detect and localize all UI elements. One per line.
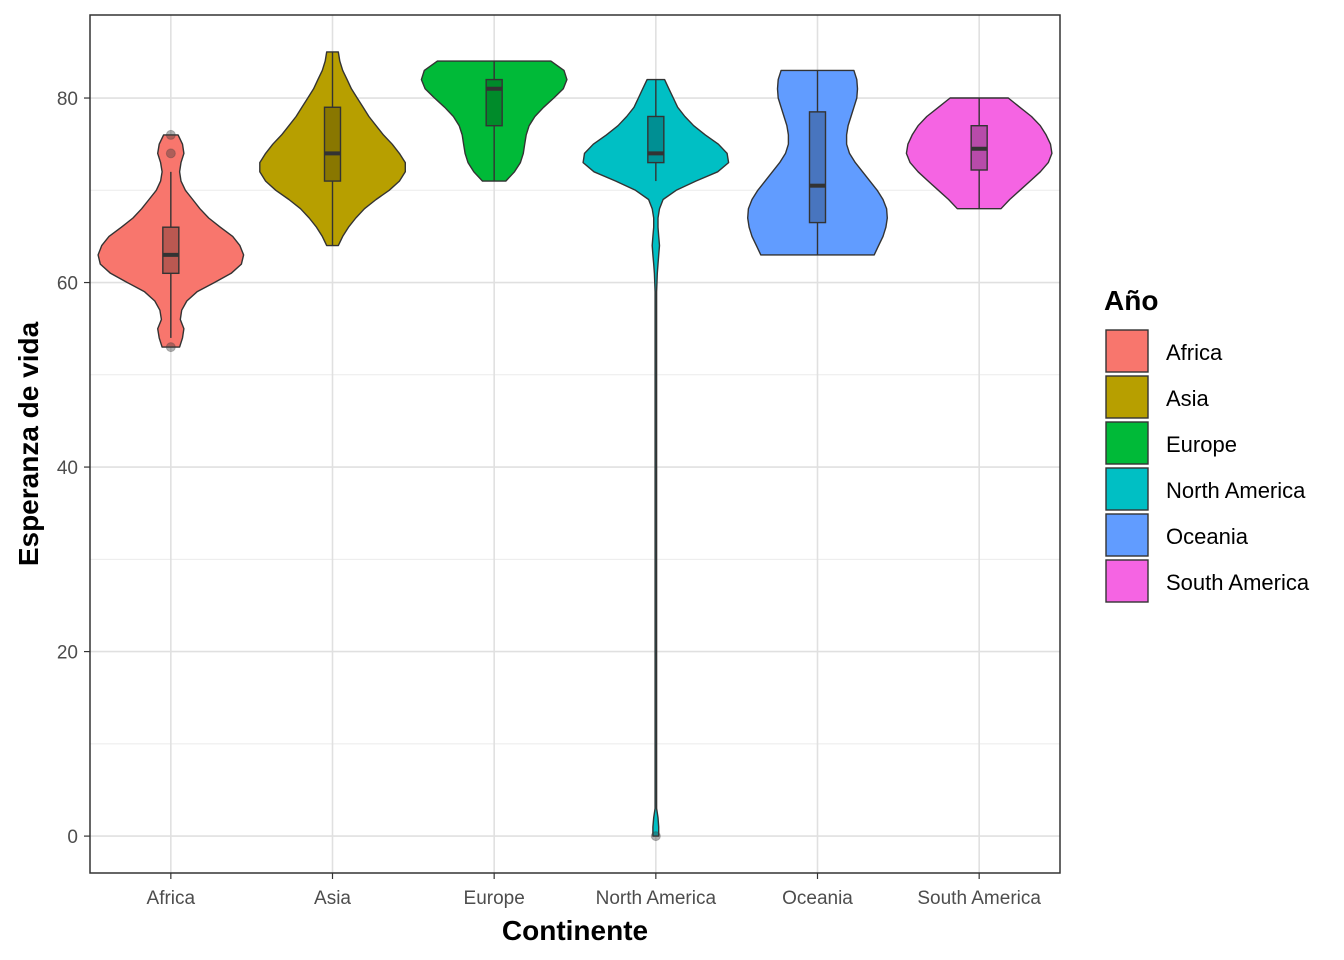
legend: Año Africa Asia Europe North America Oceania… xyxy=(1104,285,1310,603)
y-tick-label: 40 xyxy=(57,458,78,479)
panel-background xyxy=(90,15,1060,873)
box-iqr xyxy=(485,78,503,127)
boxplots xyxy=(162,51,988,842)
legend-key-africa xyxy=(1105,329,1149,373)
x-tick-label: Oceania xyxy=(782,888,853,909)
y-tick-label: 0 xyxy=(67,827,78,848)
violin-south-america xyxy=(905,97,1053,210)
legend-key-europe xyxy=(1105,421,1149,465)
legend-key-south-america xyxy=(1105,559,1149,603)
violin-north-america xyxy=(582,78,730,837)
legend-key-north-america xyxy=(1105,467,1149,511)
legend-label: Asia xyxy=(1166,386,1210,411)
legend-label: Oceania xyxy=(1166,524,1249,549)
y-tick-label: 20 xyxy=(57,643,78,664)
x-tick-label: Africa xyxy=(147,888,196,909)
legend-label: South America xyxy=(1166,570,1310,595)
box-iqr xyxy=(162,226,180,275)
y-tick-label: 80 xyxy=(57,89,78,110)
panel-border xyxy=(89,14,1061,874)
violin-africa xyxy=(97,134,245,348)
y-axis: 0 20 40 60 80 xyxy=(57,89,90,848)
y-tick-label: 60 xyxy=(57,274,78,295)
outlier-point xyxy=(165,129,176,140)
legend-label: North America xyxy=(1166,478,1306,503)
x-tick-label: South America xyxy=(917,888,1041,909)
violins xyxy=(97,51,1053,837)
legend-key-asia xyxy=(1105,375,1149,419)
x-axis: Africa Asia Europe North America Oceania Sout… xyxy=(147,873,1041,909)
x-tick-label: North America xyxy=(596,888,717,909)
box-iqr xyxy=(647,115,665,164)
x-tick-label: Europe xyxy=(464,888,525,909)
legend-title: Año xyxy=(1104,285,1158,316)
outlier-point xyxy=(165,148,176,159)
violin-oceania xyxy=(747,69,888,256)
legend-label: Africa xyxy=(1166,340,1223,365)
box-iqr xyxy=(323,106,342,182)
y-axis-title: Esperanza de vida xyxy=(13,321,44,566)
legend-label: Europe xyxy=(1166,432,1237,457)
legend-key-oceania xyxy=(1105,513,1149,557)
box-iqr xyxy=(808,111,827,224)
x-axis-title: Continente xyxy=(502,915,648,946)
violin-asia xyxy=(259,51,406,247)
grid-lines xyxy=(90,15,1060,873)
outlier-point xyxy=(650,831,661,842)
outlier-point xyxy=(165,342,176,353)
violin-europe xyxy=(420,60,568,182)
x-tick-label: Asia xyxy=(314,888,351,909)
